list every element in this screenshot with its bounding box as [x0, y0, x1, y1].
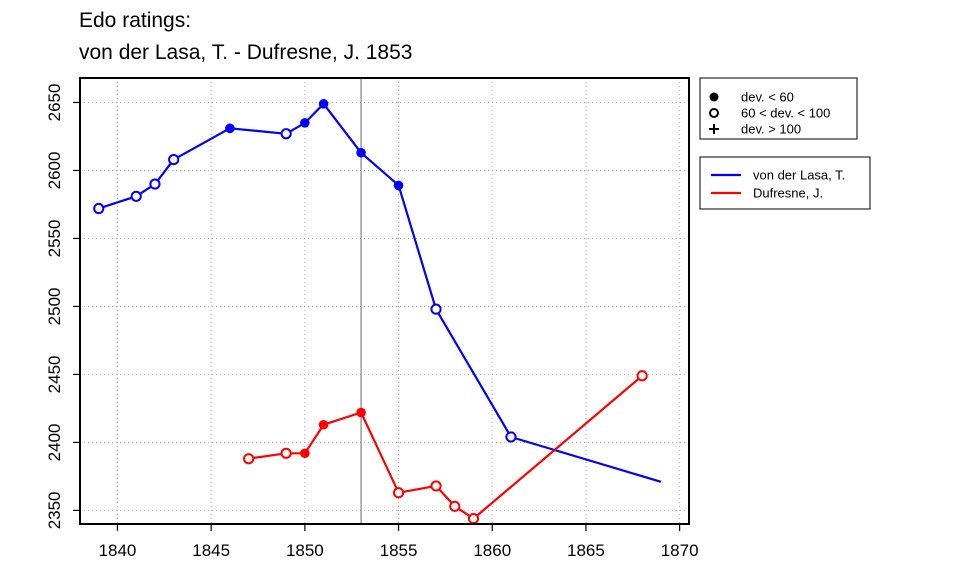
- x-tick-label: 1865: [567, 541, 605, 560]
- legend-series-label: Dufresne, J.: [753, 186, 823, 201]
- legend-marker-label: dev. > 100: [741, 122, 801, 137]
- series-von-der-lasa-t: [93, 99, 662, 483]
- data-point-filled: [356, 407, 366, 418]
- data-point-filled: [318, 419, 329, 430]
- plot-frame: [79, 77, 690, 525]
- y-tick-label: 2350: [45, 491, 64, 529]
- data-point-filled: [300, 448, 310, 459]
- open-circle-icon: [709, 108, 719, 118]
- data-point-filled: [318, 99, 329, 109]
- data-point-open: [467, 512, 480, 525]
- x-tick-label: 1845: [192, 541, 230, 560]
- y-axis: 2350 2400 2450 2500 2550 2600 2650: [45, 84, 80, 529]
- legend-box: [699, 156, 871, 210]
- data-point-filled: [225, 123, 235, 134]
- series-line: [248, 374, 643, 520]
- y-tick-label: 2400: [45, 424, 64, 462]
- legend-marker-label: dev. < 60: [741, 90, 794, 105]
- data-point-open: [149, 178, 161, 190]
- data-point-filled: [393, 180, 404, 191]
- data-point-filled: [356, 147, 366, 158]
- legend-box: [699, 77, 858, 140]
- legend-series: von der Lasa, T. Dufresne, J.: [699, 156, 871, 210]
- data-point-open: [392, 487, 405, 499]
- x-tick-label: 1870: [661, 541, 699, 560]
- x-tick-label: 1860: [473, 541, 511, 560]
- x-tick-label: 1850: [286, 541, 324, 560]
- data-point-open: [130, 190, 142, 202]
- chart-title-line-1: Edo ratings:: [79, 9, 192, 32]
- legend-marker-label: 60 < dev. < 100: [741, 106, 830, 121]
- data-point-open: [505, 431, 517, 443]
- data-point-open: [449, 500, 461, 512]
- data-point-open: [430, 303, 442, 315]
- data-point-open: [93, 202, 105, 215]
- x-tick-label: 1855: [380, 541, 418, 560]
- data-point-open: [280, 128, 292, 140]
- data-point-filled: [300, 118, 310, 128]
- chart-title-line-2: von der Lasa, T. - Dufresne, J. 1853: [79, 41, 413, 64]
- data-point-open: [243, 453, 255, 465]
- x-tick-label: 1840: [99, 541, 137, 560]
- x-axis: 1840 1845 1850 1855 1860 1865 1870: [99, 524, 699, 560]
- y-tick-label: 2500: [45, 288, 64, 326]
- series-layer: [93, 99, 662, 525]
- data-point-open: [636, 370, 648, 382]
- series-line: [98, 102, 662, 483]
- plus-icon: [709, 124, 719, 134]
- y-tick-label: 2550: [45, 220, 64, 258]
- y-tick-label: 2650: [45, 84, 64, 122]
- legend-series-label: von der Lasa, T.: [753, 168, 845, 183]
- data-point-open: [430, 480, 442, 492]
- data-point-open: [168, 153, 180, 166]
- data-point-open: [280, 447, 292, 459]
- series-dufresne-j: [243, 370, 648, 525]
- y-tick-label: 2600: [45, 152, 64, 190]
- grid-lines: [80, 78, 689, 524]
- filled-circle-icon: [709, 92, 719, 102]
- y-tick-label: 2450: [45, 356, 64, 394]
